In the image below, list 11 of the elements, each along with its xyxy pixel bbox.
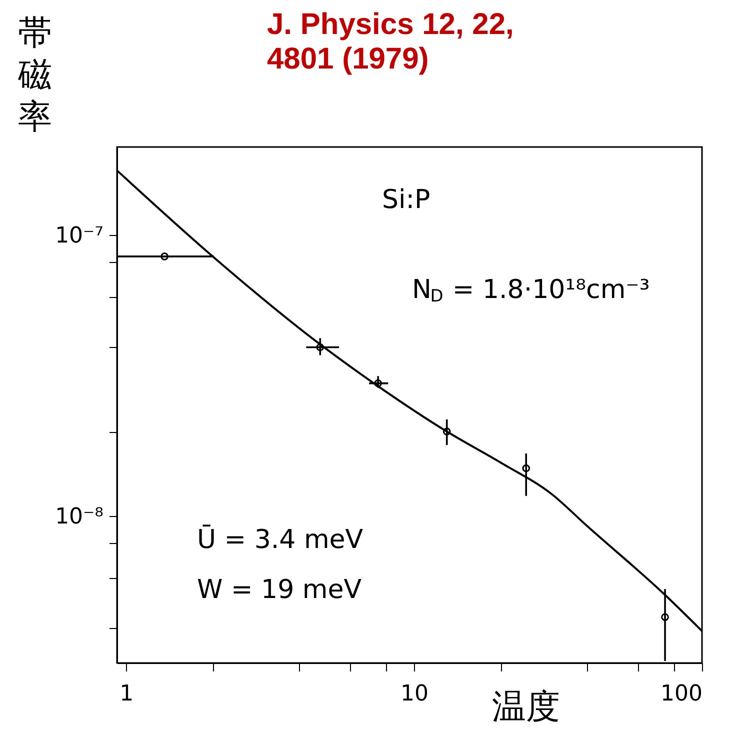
chart-title: J. Physics 12, 22, 4801 (1979) [267,8,514,76]
annotation: Si:P [382,185,430,215]
y-axis-title: 帯磁率 [17,13,52,137]
annotation: Ū = 3.4 meV [197,524,364,555]
y-tick-label: 10⁻⁷ [55,224,104,249]
x-tick-label: 100 [660,682,702,706]
x-tick-label: 1 [120,682,134,706]
annotation: W = 19 meV [197,575,362,605]
x-axis-title: 温度 [492,687,560,727]
x-tick-label: 10 [400,682,429,706]
y-tick-label: 10⁻⁸ [55,504,104,530]
